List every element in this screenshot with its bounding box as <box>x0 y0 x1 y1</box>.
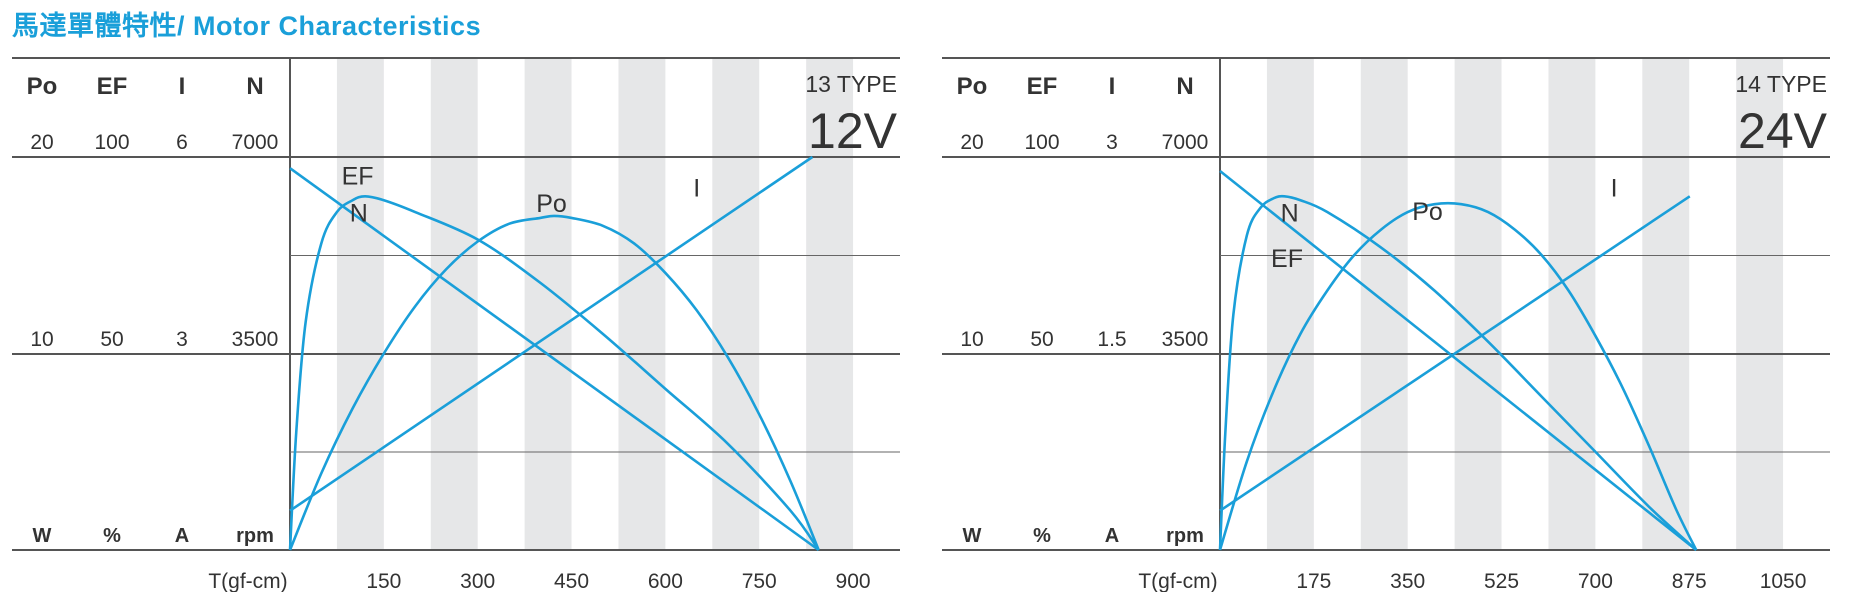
unit-current: A <box>1105 525 1119 547</box>
x-tick-label: 525 <box>1484 570 1519 592</box>
series-ef-line <box>1218 194 1698 551</box>
unit-power: W <box>33 525 52 547</box>
voltage-label: 12V <box>808 103 898 159</box>
curve-label-n: N <box>350 200 368 228</box>
scale-max-current: 3 <box>1106 131 1118 154</box>
series-i-line <box>289 155 814 512</box>
x-tick-label: 300 <box>460 570 495 592</box>
scale-mid-power: 10 <box>30 328 53 351</box>
grid-band <box>1642 58 1690 550</box>
grid-band <box>618 58 666 550</box>
curve-label-po: Po <box>536 190 567 218</box>
unit-power: W <box>963 525 982 547</box>
x-tick-label: 875 <box>1672 570 1707 592</box>
x-axis-label: T(gf-cm) <box>208 570 287 592</box>
series-ef-line <box>288 195 820 551</box>
grid-band <box>1736 58 1784 550</box>
curve-label-ef: EF <box>1271 245 1303 273</box>
x-tick-label: 450 <box>554 570 589 592</box>
grid-band <box>1548 58 1596 550</box>
x-tick-label: 350 <box>1390 570 1425 592</box>
x-tick-label: 600 <box>648 570 683 592</box>
grid-band <box>1454 58 1502 550</box>
header-power: Po <box>957 73 988 100</box>
scale-max-efficiency: 100 <box>94 131 129 154</box>
scale-max-speed: 7000 <box>232 131 279 154</box>
header-speed: N <box>1176 73 1193 100</box>
header-current: I <box>179 73 186 100</box>
grid-band <box>1360 58 1408 550</box>
x-tick-label: 150 <box>366 570 401 592</box>
scale-max-speed: 7000 <box>1162 131 1209 154</box>
model-label: 14 TYPE <box>1735 71 1827 97</box>
voltage-label: 24V <box>1738 103 1828 159</box>
unit-speed: rpm <box>236 525 274 547</box>
curve-label-i: I <box>693 174 700 202</box>
grid-band <box>806 58 854 550</box>
curve-label-ef: EF <box>342 163 374 191</box>
header-speed: N <box>246 73 263 100</box>
scale-mid-current: 3 <box>176 328 188 351</box>
scale-max-power: 20 <box>30 131 53 154</box>
x-tick-label: 750 <box>742 570 777 592</box>
series-po-line <box>288 214 820 551</box>
x-tick-label: 900 <box>836 570 871 592</box>
chart-12v: Po 20 10 W EF 100 50% I 6 3 A N 7000 3500 rpm 13 TYPE 12… <box>12 57 900 592</box>
header-current: I <box>1109 73 1116 100</box>
scale-max-current: 6 <box>176 131 188 154</box>
header-power: Po <box>27 73 58 100</box>
unit-efficiency: % <box>103 525 121 547</box>
model-label: 13 TYPE <box>805 71 897 97</box>
header-efficiency: EF <box>97 73 128 100</box>
scale-mid-power: 10 <box>960 328 983 351</box>
series-po-line <box>1218 201 1698 551</box>
scale-max-efficiency: 100 <box>1024 131 1059 154</box>
curve-label-i: I <box>1611 174 1618 202</box>
grid-band <box>524 58 572 550</box>
unit-speed: rpm <box>1166 525 1204 547</box>
scale-mid-efficiency: 50 <box>1030 328 1053 351</box>
scale-mid-speed: 3500 <box>232 328 279 351</box>
series-i-line <box>1219 195 1691 512</box>
x-axis-label: T(gf-cm) <box>1138 570 1217 592</box>
scale-mid-current: 1.5 <box>1097 328 1126 351</box>
grid-band <box>712 58 760 550</box>
curve-label-po: Po <box>1412 198 1443 226</box>
scale-max-power: 20 <box>960 131 983 154</box>
x-tick-label: 700 <box>1578 570 1613 592</box>
series-n-line <box>289 167 820 552</box>
unit-efficiency: % <box>1033 525 1051 547</box>
grid-band <box>1266 58 1314 550</box>
header-efficiency: EF <box>1027 73 1058 100</box>
scale-mid-speed: 3500 <box>1162 328 1209 351</box>
page-title: 馬達單體特性/ Motor Characteristics <box>12 11 482 41</box>
x-tick-label: 1050 <box>1760 570 1807 592</box>
x-tick-label: 175 <box>1296 570 1331 592</box>
grid-band <box>430 58 478 550</box>
chart-24v: Po 20 10 W EF 100 50% I 3 1.5 A N 7000 3500 rpm 14 TYPE… <box>942 57 1830 592</box>
curve-label-n: N <box>1281 200 1299 228</box>
series-n-line <box>1219 170 1698 552</box>
grid-band <box>336 58 384 550</box>
unit-current: A <box>175 525 189 547</box>
scale-mid-efficiency: 50 <box>100 328 123 351</box>
